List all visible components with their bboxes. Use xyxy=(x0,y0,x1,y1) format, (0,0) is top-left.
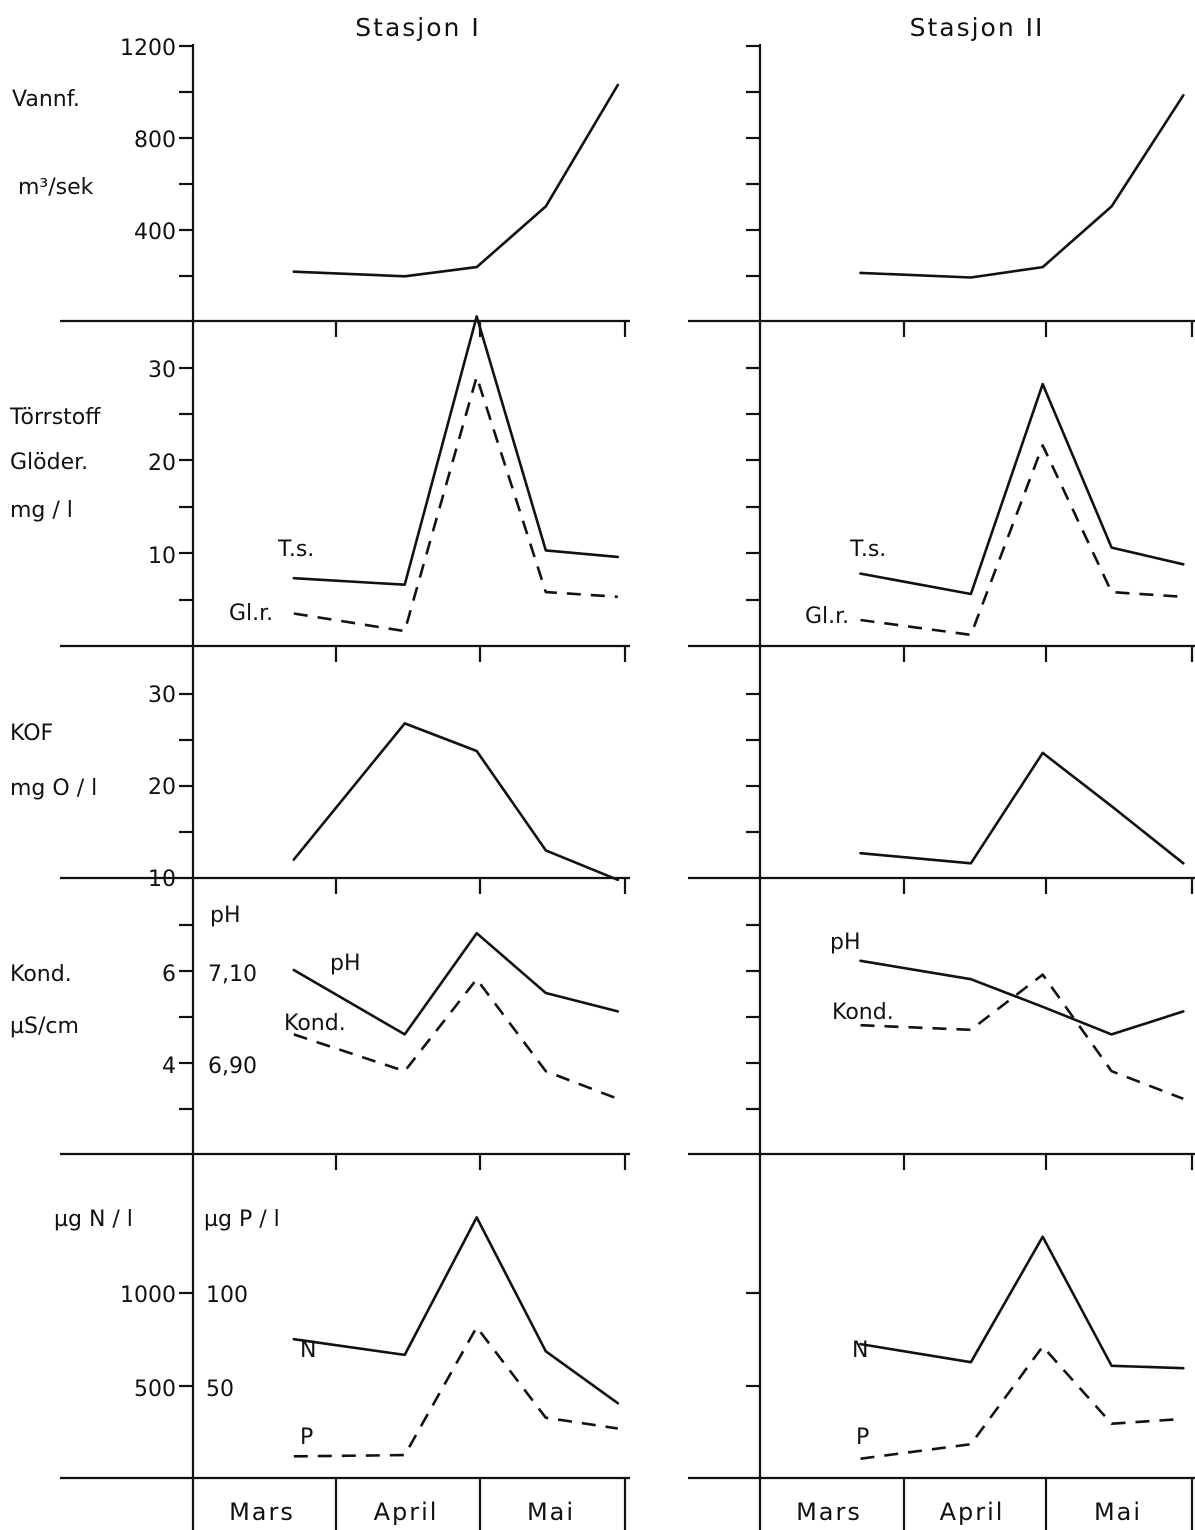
flow-unit-label: m³/sek xyxy=(18,175,94,200)
series-vannf-ring-station-1 xyxy=(292,83,620,278)
series-label-ts-1: T.s. xyxy=(277,537,314,562)
month-label-mai-2: Mai xyxy=(1094,1498,1142,1526)
tick-label-n-1000: 1000 xyxy=(120,1283,176,1308)
series-label-n-2: N xyxy=(852,1338,868,1363)
nitrogen-unit-label: µg N / l xyxy=(54,1207,133,1232)
series-ph-station-1 xyxy=(292,931,620,1036)
axes-layer xyxy=(60,44,1195,1530)
tick-label-solids-10: 10 xyxy=(148,544,176,569)
series-label-ph-2: pH xyxy=(830,930,861,955)
series-vannf-ring-station-2 xyxy=(859,94,1185,279)
phosphorus-unit-label: µg P / l xyxy=(204,1207,280,1232)
month-label-mai-1: Mai xyxy=(527,1498,575,1526)
series-label-ts-2: T.s. xyxy=(849,537,886,562)
series-kond-station-1 xyxy=(293,977,619,1101)
flow-label: Vannf. xyxy=(12,87,80,112)
series-n-station-1 xyxy=(292,1216,620,1405)
series-p-station-1 xyxy=(293,1325,618,1458)
conductivity-label: Kond. xyxy=(10,962,72,987)
series-ph-station-2 xyxy=(859,959,1185,1036)
month-label-mars-1: Mars xyxy=(229,1498,295,1526)
tick-label-kof-30: 30 xyxy=(148,683,176,708)
month-label-april-1: April xyxy=(374,1498,439,1526)
series-label-kond-2: Kond. xyxy=(832,1000,894,1025)
ignition-label: Glöder. xyxy=(10,450,88,475)
tick-label-solids-20: 20 xyxy=(148,451,176,476)
kof-unit-label: mg O / l xyxy=(10,776,97,801)
conductivity-unit-label: µS/cm xyxy=(10,1014,79,1039)
series-kond-station-2 xyxy=(860,973,1184,1101)
series-p-station-2 xyxy=(860,1345,1184,1460)
series-label-p-1: P xyxy=(300,1425,313,1450)
tick-label-n-500: 500 xyxy=(134,1377,176,1402)
series-label-glr-1: Gl.r. xyxy=(229,601,273,626)
series-layer xyxy=(292,83,1185,1460)
tick-label-kof-10: 10 xyxy=(148,867,176,892)
series-label-ph-1: pH xyxy=(330,951,361,976)
series-gl-r-station-1 xyxy=(293,375,618,633)
series-label-kond-1: Kond. xyxy=(284,1011,346,1036)
series-t-s-station-2 xyxy=(859,382,1185,596)
series-label-n-1: N xyxy=(300,1338,316,1363)
solids-label: Törrstoff xyxy=(9,405,101,430)
month-label-mars-2: Mars xyxy=(796,1498,862,1526)
series-n-station-2 xyxy=(859,1235,1185,1370)
series-kof-station-2 xyxy=(859,751,1185,865)
tick-label-ph-7-10: 7,10 xyxy=(208,962,257,987)
tick-label-flow-1200: 1200 xyxy=(120,36,176,61)
month-label-april-2: April xyxy=(940,1498,1005,1526)
series-label-glr-2: Gl.r. xyxy=(805,604,849,629)
series-gl-r-station-2 xyxy=(860,444,1184,637)
tick-label-p-100: 100 xyxy=(206,1283,248,1308)
series-t-s-station-1 xyxy=(292,315,620,587)
tick-label-ph-6-90: 6,90 xyxy=(208,1054,257,1079)
series-label-p-2: P xyxy=(856,1425,869,1450)
tick-label-kof-20: 20 xyxy=(148,775,176,800)
tick-label-flow-400: 400 xyxy=(134,220,176,245)
series-kof-station-1 xyxy=(292,722,620,882)
ph-axis-label: pH xyxy=(210,903,241,928)
kof-label: KOF xyxy=(10,721,53,746)
station-2-title: Stasjon II xyxy=(910,13,1045,42)
tick-label-p-50: 50 xyxy=(206,1377,234,1402)
tick-label-kond-4: 4 xyxy=(162,1054,176,1079)
tick-label-flow-800: 800 xyxy=(134,128,176,153)
tick-label-solids-30: 30 xyxy=(148,358,176,383)
solids-unit-label: mg / l xyxy=(10,498,73,523)
station-1-title: Stasjon I xyxy=(355,13,480,42)
tick-label-kond-6: 6 xyxy=(162,962,176,987)
